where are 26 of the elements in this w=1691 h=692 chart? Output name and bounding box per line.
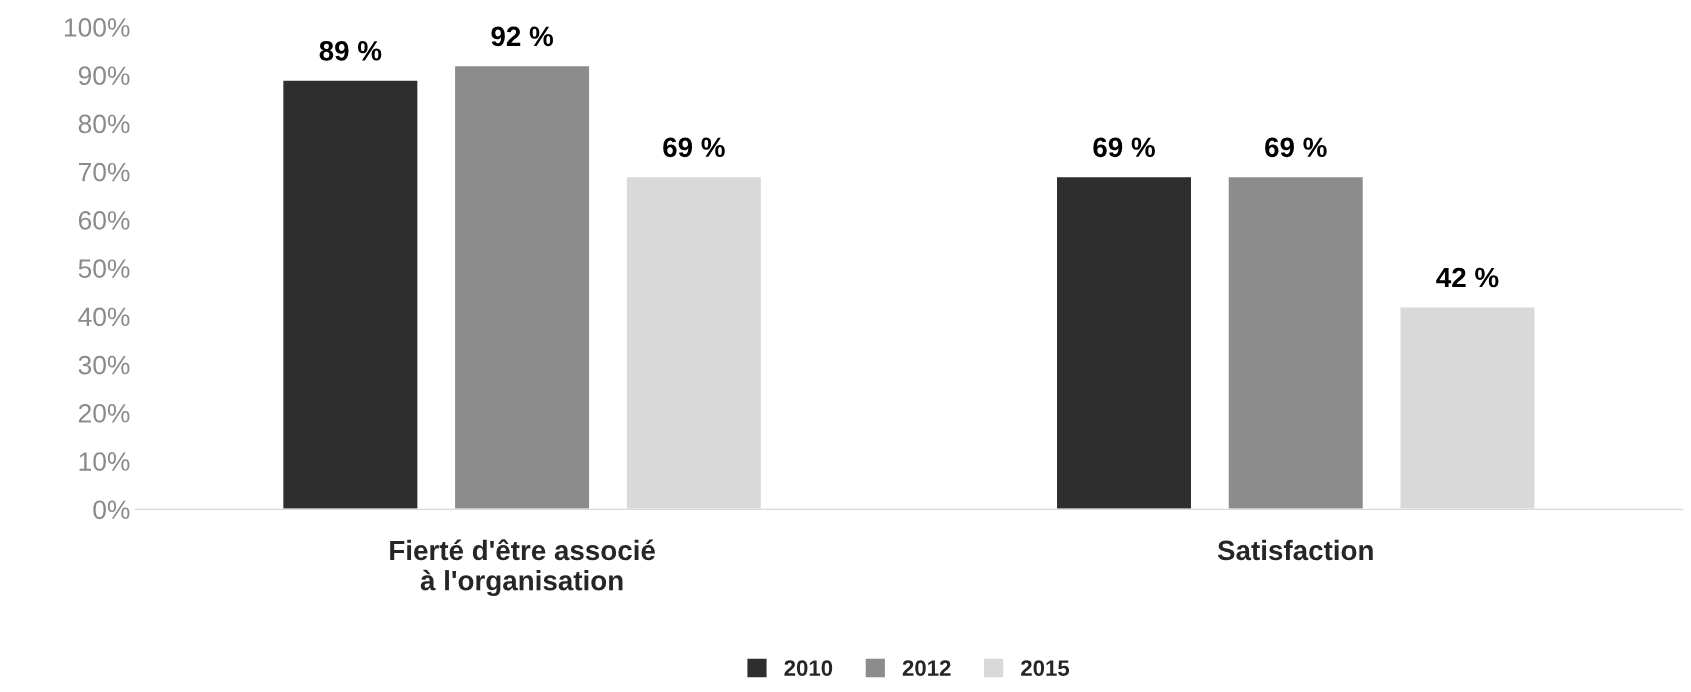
y-tick-label: 60% <box>78 211 130 230</box>
bar <box>453 64 591 510</box>
y-tick-label: 50% <box>78 259 130 278</box>
bar <box>1227 175 1365 510</box>
y-tick-label: 30% <box>78 355 130 375</box>
y-tick-label: 90% <box>78 66 130 86</box>
y-tick-label: 80% <box>78 114 130 134</box>
x-tick-label: Satisfaction <box>1217 539 1373 561</box>
y-tick-label: 40% <box>78 307 130 327</box>
bar <box>281 79 419 510</box>
text: 89 % <box>319 40 382 61</box>
text: 42 % <box>1436 267 1499 288</box>
text: 69 % <box>1093 137 1155 158</box>
text: 69 % <box>1265 137 1327 158</box>
text: 69 % <box>663 137 725 158</box>
text: 92 % <box>491 26 554 47</box>
y-tick-label: 100% <box>64 18 130 37</box>
bar <box>1055 175 1193 510</box>
legend-label: 2012 <box>902 660 951 676</box>
y-tick-label: 10% <box>79 452 130 471</box>
y-tick-label: 70% <box>78 162 130 182</box>
y-tick-label: 20% <box>78 403 130 423</box>
legend-label: 2010 <box>784 660 833 676</box>
y-tick-label: 0% <box>93 500 130 520</box>
x-tick-label: Fierté d'être associé à l'organisation <box>390 539 655 597</box>
legend-label: 2015 <box>1021 660 1070 676</box>
